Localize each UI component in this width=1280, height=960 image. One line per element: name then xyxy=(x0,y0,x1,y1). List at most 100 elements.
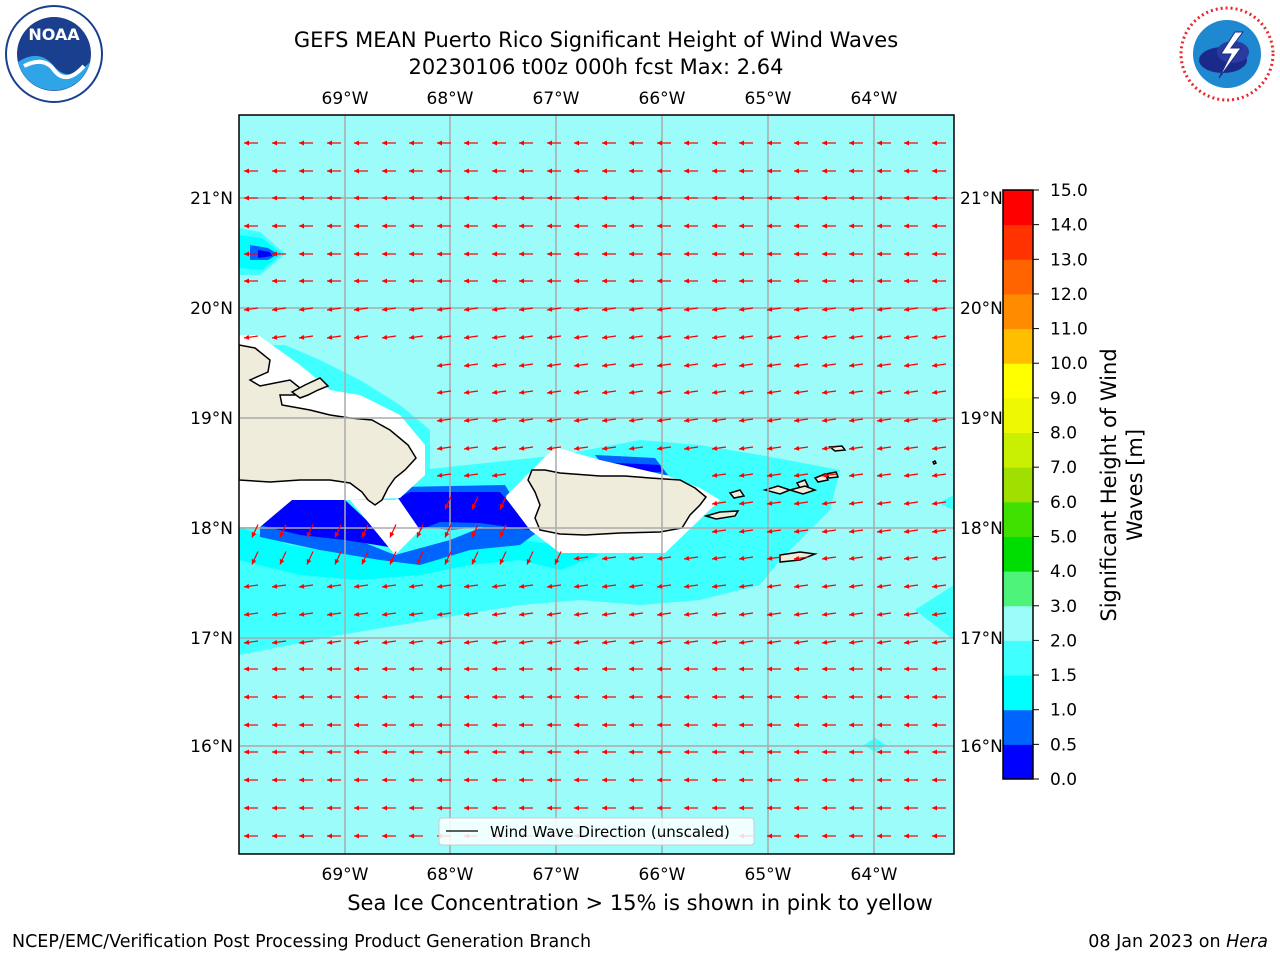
wave-direction-arrowhead xyxy=(767,583,773,589)
wave-direction-arrowhead xyxy=(739,500,745,506)
wave-direction-arrowhead xyxy=(437,334,443,340)
wave-direction-arrowhead xyxy=(354,168,359,174)
wave-direction-arrowhead xyxy=(382,583,388,589)
wave-direction-arrowhead xyxy=(574,777,579,783)
chart-subtitle: 20230106 t00z 000h fcst Max: 2.64 xyxy=(408,55,784,79)
wave-direction-arrowhead xyxy=(849,362,855,368)
wave-direction-arrowhead xyxy=(849,417,855,423)
wave-direction-arrowhead xyxy=(437,445,443,451)
wave-direction-arrowhead xyxy=(629,389,635,395)
wave-direction-arrowhead xyxy=(519,251,524,257)
wave-direction-arrowhead xyxy=(849,472,855,478)
wave-direction-arrowhead xyxy=(492,334,498,340)
wave-direction-arrowhead xyxy=(629,306,635,312)
wave-direction-arrowhead xyxy=(629,334,635,340)
wave-direction-arrowhead xyxy=(519,334,525,340)
wave-direction-arrowhead xyxy=(629,777,634,783)
colorbar-segment-11 xyxy=(1003,363,1033,399)
wave-direction-arrowhead xyxy=(354,278,359,284)
wave-direction-arrowhead xyxy=(437,583,443,589)
colorbar-frame xyxy=(1002,189,1034,780)
wave-direction-arrowhead xyxy=(492,777,497,783)
wave-direction-arrowhead xyxy=(657,223,662,229)
lon-label-top-2: 67°W xyxy=(533,89,580,109)
wave-direction-arrowhead xyxy=(849,195,854,201)
lon-label-bottom-1: 68°W xyxy=(427,865,474,885)
wave-direction-arrowhead xyxy=(932,389,938,395)
wave-direction-arrowhead xyxy=(244,749,249,755)
wave-direction-arrowhead xyxy=(739,722,744,728)
wave-direction-arrowhead xyxy=(849,722,854,728)
wave-direction-arrowhead xyxy=(602,417,608,423)
wave-direction-arrowhead xyxy=(822,833,827,839)
wave-direction-arrowhead xyxy=(409,639,415,645)
wave-direction-arrowhead xyxy=(574,278,579,284)
wave-direction-arrowhead xyxy=(547,306,553,312)
wave-direction-arrowhead xyxy=(739,306,745,312)
wave-direction-arrowhead xyxy=(932,639,938,645)
wave-direction-arrowhead xyxy=(849,805,854,811)
wave-direction-arrowhead xyxy=(794,722,799,728)
wave-direction-arrowhead xyxy=(409,805,414,811)
wave-direction-arrowhead xyxy=(877,777,882,783)
wave-direction-arrowhead xyxy=(932,278,937,284)
wave-direction-arrowhead xyxy=(547,362,553,368)
wave-direction-arrowhead xyxy=(437,694,442,700)
wave-direction-arrowhead xyxy=(354,223,359,229)
colorbar-segment-9 xyxy=(1003,432,1033,468)
wave-direction-arrowhead xyxy=(794,555,800,561)
wave-direction-arrowhead xyxy=(547,583,553,589)
wave-direction-arrowhead xyxy=(712,306,718,312)
wave-direction-arrowhead xyxy=(272,749,277,755)
wave-direction-arrowhead xyxy=(519,777,524,783)
wave-direction-arrowhead xyxy=(712,722,717,728)
wave-direction-arrowhead xyxy=(712,555,718,561)
lon-label-bottom-0: 69°W xyxy=(322,865,369,885)
wave-direction-arrowhead xyxy=(822,168,827,174)
wave-direction-arrowhead xyxy=(354,306,360,312)
wave-direction-arrowhead xyxy=(767,722,772,728)
wave-direction-arrowhead xyxy=(794,639,800,645)
wave-direction-arrowhead xyxy=(657,306,663,312)
wave-direction-arrowhead xyxy=(492,445,498,451)
wave-direction-arrowhead xyxy=(492,140,497,146)
wave-direction-arrowhead xyxy=(822,639,828,645)
wave-direction-arrowhead xyxy=(684,611,690,617)
wave-direction-arrowhead xyxy=(354,195,359,201)
wave-direction-arrowhead xyxy=(547,223,552,229)
wave-direction-arrowhead xyxy=(272,722,277,728)
wave-direction-arrowhead xyxy=(904,195,909,201)
wave-direction-arrowhead xyxy=(574,306,580,312)
wave-band-1-1p5m xyxy=(239,527,600,580)
wave-direction-arrowhead xyxy=(519,583,525,589)
wave-direction-arrowhead xyxy=(904,805,909,811)
colorbar-segment-5 xyxy=(1003,571,1033,607)
wave-direction-arrowhead xyxy=(712,611,718,617)
wave-direction-arrowhead xyxy=(712,749,717,755)
wave-direction-arrowhead xyxy=(409,694,414,700)
wave-direction-arrowhead xyxy=(437,168,442,174)
wave-direction-arrowhead xyxy=(574,805,579,811)
wave-direction-arrowhead xyxy=(499,503,505,510)
wave-direction-arrowhead xyxy=(251,531,257,538)
wave-direction-arrowhead xyxy=(712,278,717,284)
wave-direction-arrowhead xyxy=(904,722,909,728)
wave-direction-arrowhead xyxy=(904,611,910,617)
wave-direction-arrowhead xyxy=(767,168,772,174)
colorbar-segment-15 xyxy=(1003,224,1033,260)
colorbar-tick-label: 1.0 xyxy=(1050,701,1077,721)
wave-direction-arrowhead xyxy=(547,195,552,201)
wave-direction-arrowhead xyxy=(251,558,257,565)
wave-direction-arrowhead xyxy=(547,611,553,617)
wave-direction-arrowhead xyxy=(822,528,828,534)
wave-direction-arrowhead xyxy=(712,251,717,257)
wave-direction-arrowhead xyxy=(767,306,773,312)
wave-direction-arrowhead xyxy=(904,251,909,257)
wave-direction-arrowhead xyxy=(526,558,532,565)
wave-direction-arrowhead xyxy=(492,417,498,423)
wave-direction-arrowhead xyxy=(519,722,524,728)
wave-direction-arrowhead xyxy=(464,722,469,728)
wave-direction-arrowhead xyxy=(492,195,497,201)
wave-direction-arrowhead xyxy=(547,445,553,451)
wave-direction-arrowhead xyxy=(602,666,607,672)
